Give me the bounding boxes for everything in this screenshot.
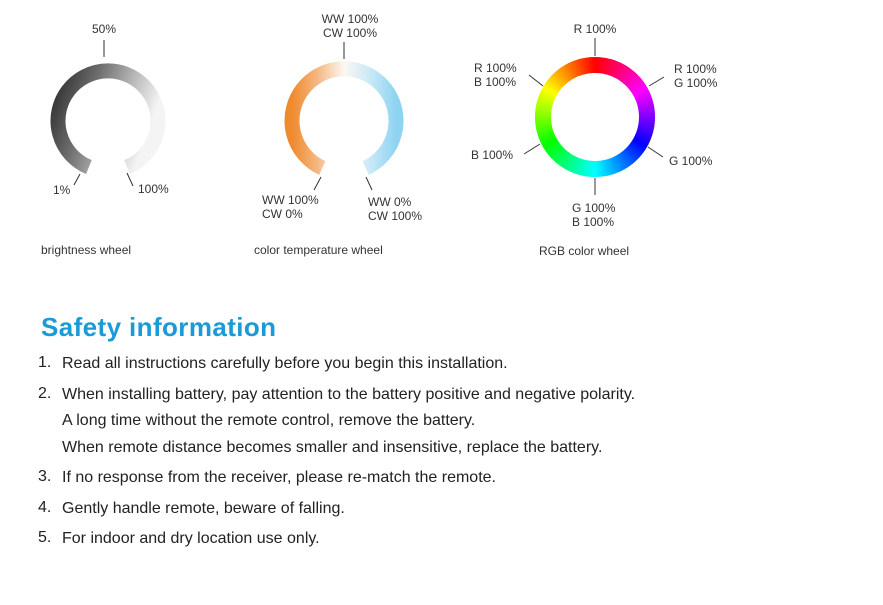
color-temperature-wheel: WW 100% CW 100% WW 100% CW 0% WW 0% CW 1… [254,12,422,257]
safety-item: 2. When installing battery, pay attentio… [38,385,858,465]
rgb-upper-left-label-1: R 100% [474,61,517,75]
cct-right-label-2: CW 100% [368,209,422,223]
rgb-left-leader [523,143,541,155]
cct-left-label-1: WW 100% [262,193,319,207]
safety-item-number: 2. [38,384,52,402]
brightness-caption-bold: brightness [41,243,96,257]
cct-right-label-1: WW 0% [368,195,412,209]
color-temperature-ring [284,61,404,175]
rgb-left-label: B 100% [471,148,513,162]
safety-item: 3. If no response from the receiver, ple… [38,468,858,495]
cct-right-leader [365,176,373,191]
safety-list: 1. Read all instructions carefully befor… [38,354,858,556]
safety-item-text: Read all instructions carefully before y… [62,355,508,372]
cct-left-label-2: CW 0% [262,207,303,221]
rgb-bottom-label-2: B 100% [572,215,614,229]
brightness-max-leader [126,172,134,187]
rgb-bottom-label-1: G 100% [572,201,616,215]
cct-top-label-1: WW 100% [322,12,379,26]
brightness-label-top: 50% [92,22,116,36]
cct-top-label-2: CW 100% [323,26,377,40]
wheel-diagrams-svg: 50% 1% 100% brightness wheel WW 100% CW … [41,12,718,258]
rgb-top-label: R 100% [574,22,617,36]
rgb-right-leader [647,146,664,158]
rgb-upper-left-label-2: B 100% [474,75,516,89]
cct-caption-rest: wheel [348,243,383,257]
rgb-caption: RGB color wheel [539,244,629,258]
rgb-upper-right-label-2: G 100% [674,76,718,90]
brightness-caption: brightness wheel [41,243,131,257]
safety-item-number: 4. [38,498,52,516]
rgb-upper-left-leader [528,74,544,87]
safety-item-text: When installing battery, pay attention t… [62,385,636,403]
safety-item: 1. Read all instructions carefully befor… [38,354,858,381]
brightness-caption-rest: wheel [96,243,131,257]
safety-item-text: A long time without the remote control, … [62,412,476,429]
brightness-wheel: 50% 1% 100% brightness wheel [41,22,169,257]
safety-item-number: 5. [38,529,52,546]
brightness-label-max: 100% [138,182,169,196]
rgb-caption-rest: wheel [594,244,629,258]
brightness-ring [50,63,166,175]
safety-title: Safety information [41,312,277,342]
rgb-color-wheel: R 100% R 100% G 100% G 100% G 100% B 100… [471,22,718,258]
safety-item-number: 3. [38,468,52,485]
brightness-min-leader [73,173,81,186]
safety-item-text: If no response from the receiver, please… [62,469,496,486]
brightness-label-min: 1% [53,183,71,197]
rgb-upper-right-leader [648,76,665,87]
rgb-caption-bold: RGB color [539,244,594,258]
safety-item: 4. Gently handle remote, beware of falli… [38,499,858,526]
safety-item: 5. For indoor and dry location use only. [38,529,858,556]
safety-item-text: When remote distance becomes smaller and… [62,438,603,456]
safety-item-text: Gently handle remote, beware of falling. [62,499,345,517]
safety-item-number: 1. [38,354,52,371]
cct-left-leader [313,176,322,191]
wheel-diagrams: 50% 1% 100% brightness wheel WW 100% CW … [0,0,883,270]
rgb-upper-right-label-1: R 100% [674,62,717,76]
rgb-right-label: G 100% [669,154,713,168]
rgb-ring [534,56,656,178]
cct-caption-bold: color temperature [254,243,348,257]
safety-item-text: For indoor and dry location use only. [62,530,320,547]
cct-caption: color temperature wheel [254,243,383,257]
